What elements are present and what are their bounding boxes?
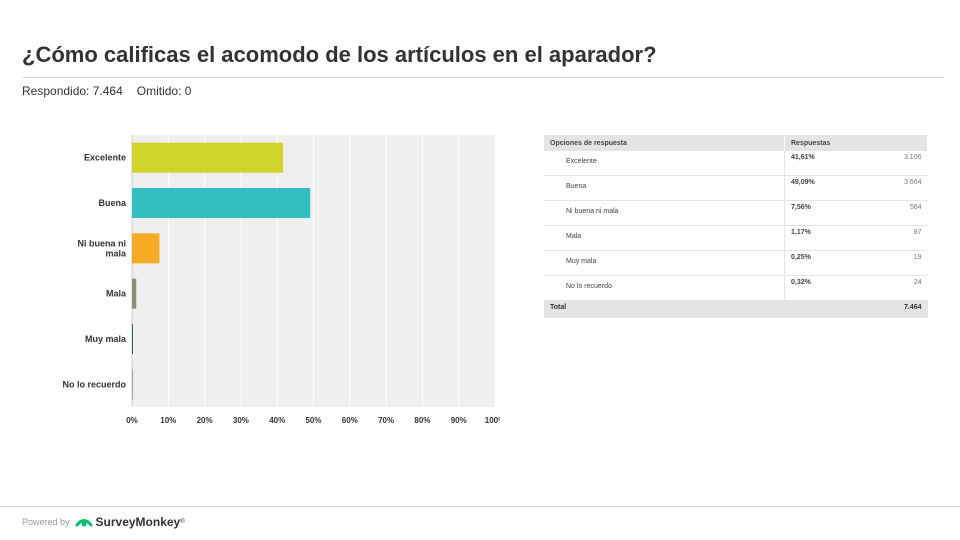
response-stats: Respondido: 7.464 Omitido: 0 [22, 84, 191, 98]
table-row: Excelente 41,61% 3.106 [544, 151, 928, 176]
percent-cell: 1,17% [784, 225, 864, 251]
x-tick-label: 80% [414, 416, 430, 425]
count-cell: 19 [863, 250, 928, 276]
bar [132, 142, 284, 173]
x-tick-label: 0% [126, 416, 138, 425]
percent-cell: 0,32% [784, 275, 864, 301]
table-body: Excelente 41,61% 3.106 Buena 49,09% 3.664 Ni b… [544, 151, 928, 301]
powered-by-text: Powered by [22, 517, 70, 527]
x-tick-label: 60% [342, 416, 358, 425]
surveymonkey-logo[interactable]: SurveyMonkey ® [75, 515, 185, 529]
count-cell: 3.106 [863, 151, 928, 176]
x-tick-label: 10% [160, 416, 176, 425]
table-row: Buena 49,09% 3.664 [544, 175, 928, 201]
option-cell: No lo recuerdo [544, 275, 785, 301]
bar [132, 369, 134, 400]
header-options: Opciones de respuesta [544, 135, 785, 151]
x-tick-label: 20% [197, 416, 213, 425]
table-row: Mala 1,17% 87 [544, 225, 928, 251]
answered-count: Respondido: 7.464 [22, 84, 123, 98]
category-label: mala [105, 248, 127, 258]
option-cell: Muy mala [544, 250, 785, 276]
table-header-row: Opciones de respuesta Respuestas [544, 135, 928, 151]
option-cell: Buena [544, 175, 785, 201]
category-label: No lo recuerdo [62, 379, 126, 389]
page-title: ¿Cómo calificas el acomodo de los artícu… [22, 42, 657, 67]
table-row: No lo recuerdo 0,32% 24 [544, 275, 928, 301]
table-total-row: Total 7.464 [544, 300, 928, 318]
table-row: Muy mala 0,25% 19 [544, 250, 928, 276]
title-divider [22, 77, 944, 78]
category-label: Muy mala [85, 334, 127, 344]
count-cell: 3.664 [863, 175, 928, 201]
count-cell: 87 [863, 225, 928, 251]
x-tick-label: 50% [305, 416, 321, 425]
percent-cell: 0,25% [784, 250, 864, 276]
count-cell: 24 [863, 275, 928, 301]
total-value: 7.464 [863, 300, 928, 318]
category-label: Mala [106, 289, 127, 299]
option-cell: Mala [544, 225, 785, 251]
trademark-mark: ® [180, 519, 185, 525]
table-row: Ni buena ni mala 7,56% 564 [544, 200, 928, 226]
brand-name: SurveyMonkey [95, 515, 181, 529]
footer-divider [0, 506, 960, 507]
bar [132, 188, 311, 218]
x-tick-label: 90% [451, 416, 467, 425]
option-cell: Ni buena ni mala [544, 200, 785, 226]
percent-cell: 7,56% [784, 200, 864, 226]
bar [132, 233, 160, 264]
percent-cell: 41,61% [784, 151, 864, 176]
bar [132, 278, 137, 309]
option-cell: Excelente [544, 151, 785, 176]
x-tick-label: 30% [233, 416, 249, 425]
header-responses: Respuestas [784, 135, 928, 151]
bar-chart: 0% 10% 20% 30% 40% 50% 60% 70% 80% 90% 100% Excelen… [62, 135, 500, 425]
results-table: Opciones de respuesta Respuestas Excelen… [544, 135, 928, 318]
percent-cell: 49,09% [784, 175, 864, 201]
category-label: Buena [98, 198, 127, 208]
surveymonkey-logo-icon [75, 519, 93, 527]
category-label: Excelente [84, 153, 126, 163]
skipped-count: Omitido: 0 [136, 84, 192, 98]
footer: Powered by SurveyMonkey ® [22, 515, 185, 529]
total-label: Total [544, 300, 785, 318]
category-label: Ni buena ni [77, 238, 126, 248]
bar [132, 324, 133, 354]
x-tick-label: 100% [485, 416, 500, 425]
count-cell: 564 [863, 200, 928, 226]
x-tick-label: 70% [378, 416, 394, 425]
x-tick-label: 40% [269, 416, 285, 425]
